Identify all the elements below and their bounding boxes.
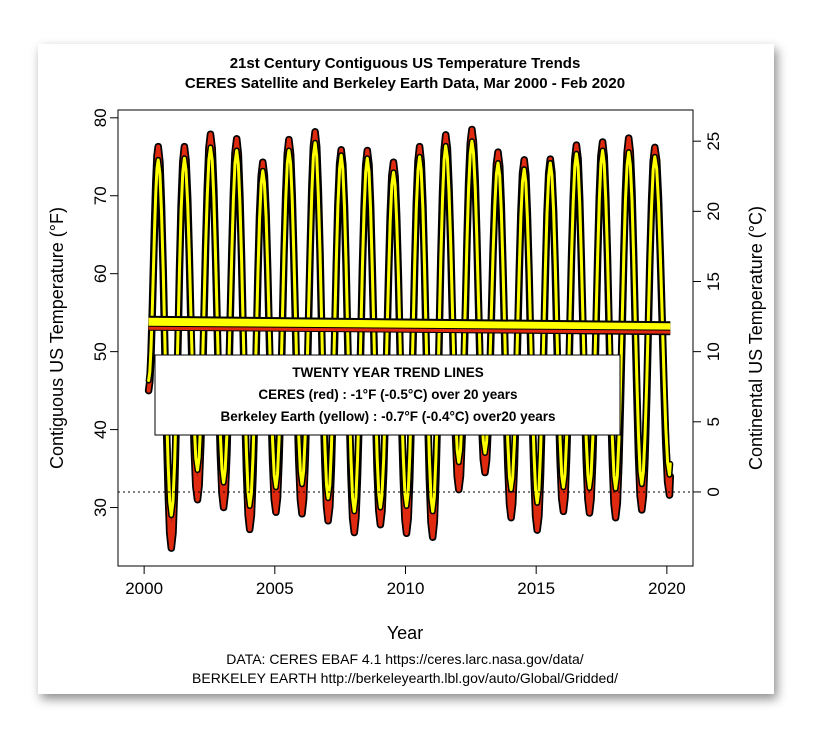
legend-entry-ceres: CERES (red) : -1°F (-0.5°C) over 20 year… xyxy=(258,387,517,402)
source-line-berkeley: BERKELEY EARTH http://berkeleyearth.lbl.… xyxy=(192,670,618,686)
x-tick-label: 2000 xyxy=(125,579,163,598)
chart-title: 21st Century Contiguous US Temperature T… xyxy=(230,55,581,72)
ceres-trend-line xyxy=(148,326,671,334)
legend-box xyxy=(154,354,621,436)
y-axis-label-right: Continental US Temperature (°C) xyxy=(746,206,766,470)
berkeley-trend-line xyxy=(148,317,671,334)
y-tick-label-right: 10 xyxy=(704,342,723,361)
x-tick-label: 2015 xyxy=(517,579,555,598)
y-axis-label-left: Contiguous US Temperature (°F) xyxy=(47,207,67,469)
temperature-chart: 21st Century Contiguous US Temperature T… xyxy=(47,55,766,686)
y-tick-label-right: 25 xyxy=(704,132,723,151)
x-tick-label: 2010 xyxy=(387,579,425,598)
y-tick-label-left: 80 xyxy=(91,108,110,127)
y-tick-label-right: 5 xyxy=(704,417,723,426)
chart-subtitle: CERES Satellite and Berkeley Earth Data,… xyxy=(185,75,625,92)
legend-title: TWENTY YEAR TREND LINES xyxy=(292,365,484,380)
y-tick-label-right: 0 xyxy=(704,487,723,496)
x-axis-label: Year xyxy=(387,623,423,643)
y-tick-label-right: 15 xyxy=(704,272,723,291)
axes-layer: 2000 2005 2010 2015 2020 30 40 50 60 70 80 0 5 10 15 20… xyxy=(91,108,723,598)
legend: TWENTY YEAR TREND LINES CERES (red) : -1… xyxy=(154,354,621,436)
plot-layer xyxy=(118,125,693,552)
y-tick-label-right: 20 xyxy=(704,202,723,221)
legend-entry-berkeley: Berkeley Earth (yellow) : -0.7°F (-0.4°C… xyxy=(221,409,556,424)
x-tick-label: 2020 xyxy=(648,579,686,598)
chart-card: 21st Century Contiguous US Temperature T… xyxy=(38,44,774,694)
y-tick-label-left: 60 xyxy=(91,264,110,283)
y-tick-label-left: 70 xyxy=(91,186,110,205)
y-tick-label-left: 50 xyxy=(91,342,110,361)
berkeley-line xyxy=(147,139,672,517)
source-line-ceres: DATA: CERES EBAF 4.1 https://ceres.larc.… xyxy=(226,651,584,667)
y-tick-label-left: 40 xyxy=(91,420,110,439)
y-tick-label-left: 30 xyxy=(91,498,110,517)
x-tick-label: 2005 xyxy=(256,579,294,598)
